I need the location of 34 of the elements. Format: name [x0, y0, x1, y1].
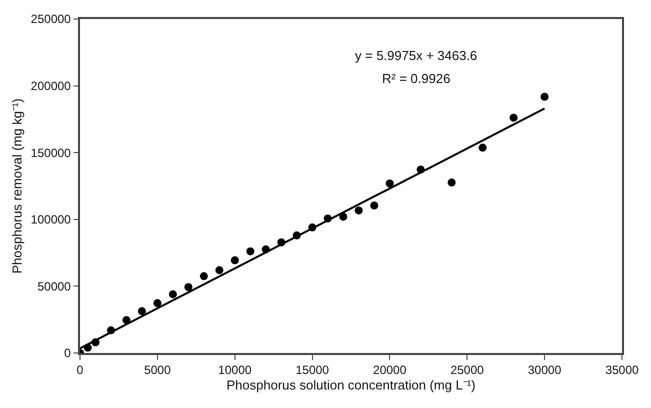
point	[370, 202, 378, 210]
x-tick-label: 25000	[450, 363, 484, 378]
point	[510, 114, 518, 122]
x-axis-title: Phosphorus solution concentration (mg L⁻¹)	[226, 377, 476, 392]
annotation: y = 5.9975x + 3463.6	[355, 48, 478, 63]
point	[246, 247, 254, 256]
x-tick-label: 35000	[605, 363, 640, 378]
point	[200, 272, 208, 280]
y-tick-label: 100000	[30, 212, 72, 227]
point	[168, 290, 177, 298]
x-tick-label: 20000	[373, 363, 407, 378]
annotation: R² = 0.9926	[382, 71, 450, 86]
point	[354, 206, 363, 214]
point	[448, 178, 456, 187]
y-axis-title: Phosphorus removal (mg kg⁻¹)	[9, 98, 24, 274]
y-tick-label: 250000	[30, 12, 72, 26]
y-tick-label: 0	[64, 346, 72, 360]
point	[386, 179, 394, 188]
point	[153, 299, 162, 308]
x-tick-label: 15000	[296, 363, 330, 378]
point	[138, 307, 146, 316]
point	[540, 92, 549, 101]
y-tick-label: 50000	[37, 279, 72, 294]
x-tick-label: 10000	[218, 363, 252, 378]
point	[122, 316, 130, 324]
x-tick-label: 30000	[528, 363, 562, 378]
y-tick-label: 200000	[30, 79, 72, 93]
point	[478, 144, 487, 152]
x-tick-label: 5000	[144, 363, 172, 378]
y-tick-label: 150000	[30, 146, 72, 160]
point	[184, 283, 192, 292]
point	[215, 266, 224, 274]
x-tick-label: 0	[76, 363, 84, 378]
point	[230, 256, 239, 264]
